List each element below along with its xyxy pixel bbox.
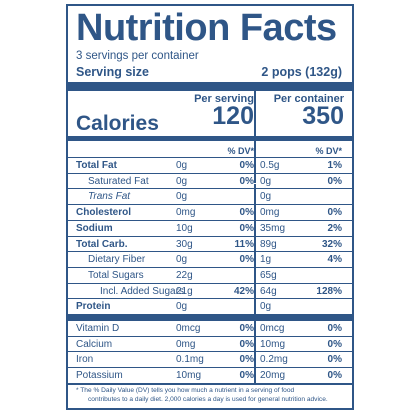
amount-per-container: 0mg xyxy=(260,207,280,219)
nutrient-row: Total Carb. 30g 11% 89g 32% xyxy=(68,235,352,253)
dv-per-serving: 0% xyxy=(239,323,254,334)
calories-per-serving: 120 xyxy=(212,102,254,130)
dv-per-container: 0% xyxy=(327,354,342,366)
per-serving-header: Per serving xyxy=(194,93,254,105)
nutrient-name: Cholesterol xyxy=(76,207,132,219)
serving-size-row: Serving size 2 pops (132g) xyxy=(76,65,342,79)
calories-divider xyxy=(68,136,352,141)
nutrient-name: Iron xyxy=(76,354,94,366)
amount-per-container: 0mcg xyxy=(260,323,285,334)
footnote-line-2: contributes to a daily diet. 2,000 calor… xyxy=(88,396,328,403)
dv-per-serving: 0% xyxy=(239,254,254,266)
dv-per-serving: 0% xyxy=(239,222,254,234)
amount-per-container: 0.5g xyxy=(260,160,280,171)
dv-per-container: 0% xyxy=(327,323,342,334)
nutrient-name: Dietary Fiber xyxy=(88,254,146,266)
dv-per-container: 128% xyxy=(316,285,342,297)
nutrient-name: Potassium xyxy=(76,370,123,382)
serving-size-value: 2 pops (132g) xyxy=(261,65,342,79)
nutrient-name: Protein xyxy=(76,301,111,313)
amount-per-serving: 10g xyxy=(176,222,193,234)
amount-per-serving: 0g xyxy=(176,175,188,187)
nutrient-row: Cholesterol 0mg 0% 0mg 0% xyxy=(68,204,352,221)
servings-per-container: 3 servings per container xyxy=(76,50,199,62)
vitamin-row: Potassium 10mg 0% 20mg 0% xyxy=(68,367,352,384)
dv-per-serving: 0% xyxy=(239,338,254,350)
amount-per-container: 0.2mg xyxy=(260,354,288,366)
nutrient-row: Total Fat 0g 0% 0.5g 1% xyxy=(68,157,352,174)
column-divider-nutrients xyxy=(254,184,256,314)
nutrition-label: Nutrition Facts 3 servings per container… xyxy=(66,4,354,410)
amount-per-container: 0g xyxy=(260,191,272,203)
amount-per-serving: 0mcg xyxy=(176,323,201,334)
amount-per-serving: 0g xyxy=(176,254,188,266)
amount-per-serving: 22g xyxy=(176,269,193,281)
nutrient-name: Total Carb. xyxy=(76,238,128,250)
nutrient-name: Calcium xyxy=(76,338,113,350)
dv-per-container: 1% xyxy=(327,160,342,171)
dv-per-serving: 42% xyxy=(233,285,254,297)
amount-per-serving: 0mg xyxy=(176,207,196,219)
amount-per-serving: 0g xyxy=(176,191,188,203)
vitamin-row: Iron 0.1mg 0% 0.2mg 0% xyxy=(68,351,352,368)
nutrient-row: Total Sugars 22g 65g xyxy=(68,266,352,284)
amount-per-container: 10mg xyxy=(260,338,286,350)
dv-header-container: % DV* xyxy=(315,146,342,156)
dv-per-serving: 0% xyxy=(239,370,254,382)
amount-per-serving: 30g xyxy=(176,238,193,250)
amount-per-serving: 0mg xyxy=(176,338,196,350)
nutrient-name: Saturated Fat xyxy=(88,175,149,187)
calories-label: Calories xyxy=(76,112,159,135)
nutrient-name: Incl. Added Sugars xyxy=(100,285,184,297)
nutrient-name: Sodium xyxy=(76,222,113,234)
dv-per-container: 2% xyxy=(327,222,342,234)
dv-per-serving: 11% xyxy=(234,238,254,250)
vitamin-row: Vitamin D 0mcg 0% 0mcg 0% xyxy=(68,320,352,337)
amount-per-container: 35mg xyxy=(260,222,286,234)
footnote: * The % Daily Value (DV) tells you how m… xyxy=(76,386,346,404)
dv-per-serving: 0% xyxy=(239,175,254,187)
dv-per-container: 0% xyxy=(327,175,342,187)
dv-per-serving: 0% xyxy=(239,207,254,219)
amount-per-serving: 0.1mg xyxy=(176,354,204,366)
dv-per-serving: 0% xyxy=(239,160,254,171)
serving-size-label: Serving size xyxy=(76,65,149,79)
nutrient-name: Trans Fat xyxy=(88,191,131,203)
amount-per-container: 0g xyxy=(260,175,272,187)
dv-per-container: 32% xyxy=(321,238,342,250)
footnote-line-1: * The % Daily Value (DV) tells you how m… xyxy=(76,387,295,394)
amount-per-container: 0g xyxy=(260,301,272,313)
amount-per-container: 64g xyxy=(260,285,277,297)
dv-per-serving: 0% xyxy=(239,354,254,366)
nutrient-row: Incl. Added Sugars 21g 42% 64g 128% xyxy=(68,282,352,300)
label-title: Nutrition Facts xyxy=(76,7,337,49)
thick-divider-top xyxy=(68,82,352,91)
per-container-header: Per container xyxy=(273,93,344,105)
nutrient-row: Trans Fat 0g 0g xyxy=(68,188,352,205)
amount-per-container: 89g xyxy=(260,238,277,250)
amount-per-container: 20mg xyxy=(260,370,286,382)
nutrient-name: Total Fat xyxy=(76,160,117,171)
nutrient-row: Protein 0g 0g xyxy=(68,298,352,315)
calories-per-container: 350 xyxy=(302,102,344,130)
dv-per-container: 0% xyxy=(327,207,342,219)
dv-per-container: 4% xyxy=(327,254,342,266)
amount-per-serving: 10mg xyxy=(176,370,202,382)
vitamin-row: Calcium 0mg 0% 10mg 0% xyxy=(68,335,352,353)
amount-per-serving: 0g xyxy=(176,160,188,171)
nutrient-row: Sodium 10g 0% 35mg 2% xyxy=(68,219,352,237)
amount-per-serving: 21g xyxy=(176,285,193,297)
dv-per-container: 0% xyxy=(327,370,342,382)
thick-divider-vitamins xyxy=(68,314,352,320)
nutrient-name: Total Sugars xyxy=(88,269,144,281)
dv-per-container: 0% xyxy=(327,338,342,350)
nutrient-name: Vitamin D xyxy=(76,323,120,334)
footnote-divider xyxy=(68,383,352,385)
nutrient-row: Saturated Fat 0g 0% 0g 0% xyxy=(68,172,352,190)
dv-header-serving: % DV* xyxy=(227,146,254,156)
amount-per-container: 65g xyxy=(260,269,277,281)
nutrient-row: Dietary Fiber 0g 0% 1g 4% xyxy=(68,251,352,268)
amount-per-container: 1g xyxy=(260,254,272,266)
amount-per-serving: 0g xyxy=(176,301,188,313)
